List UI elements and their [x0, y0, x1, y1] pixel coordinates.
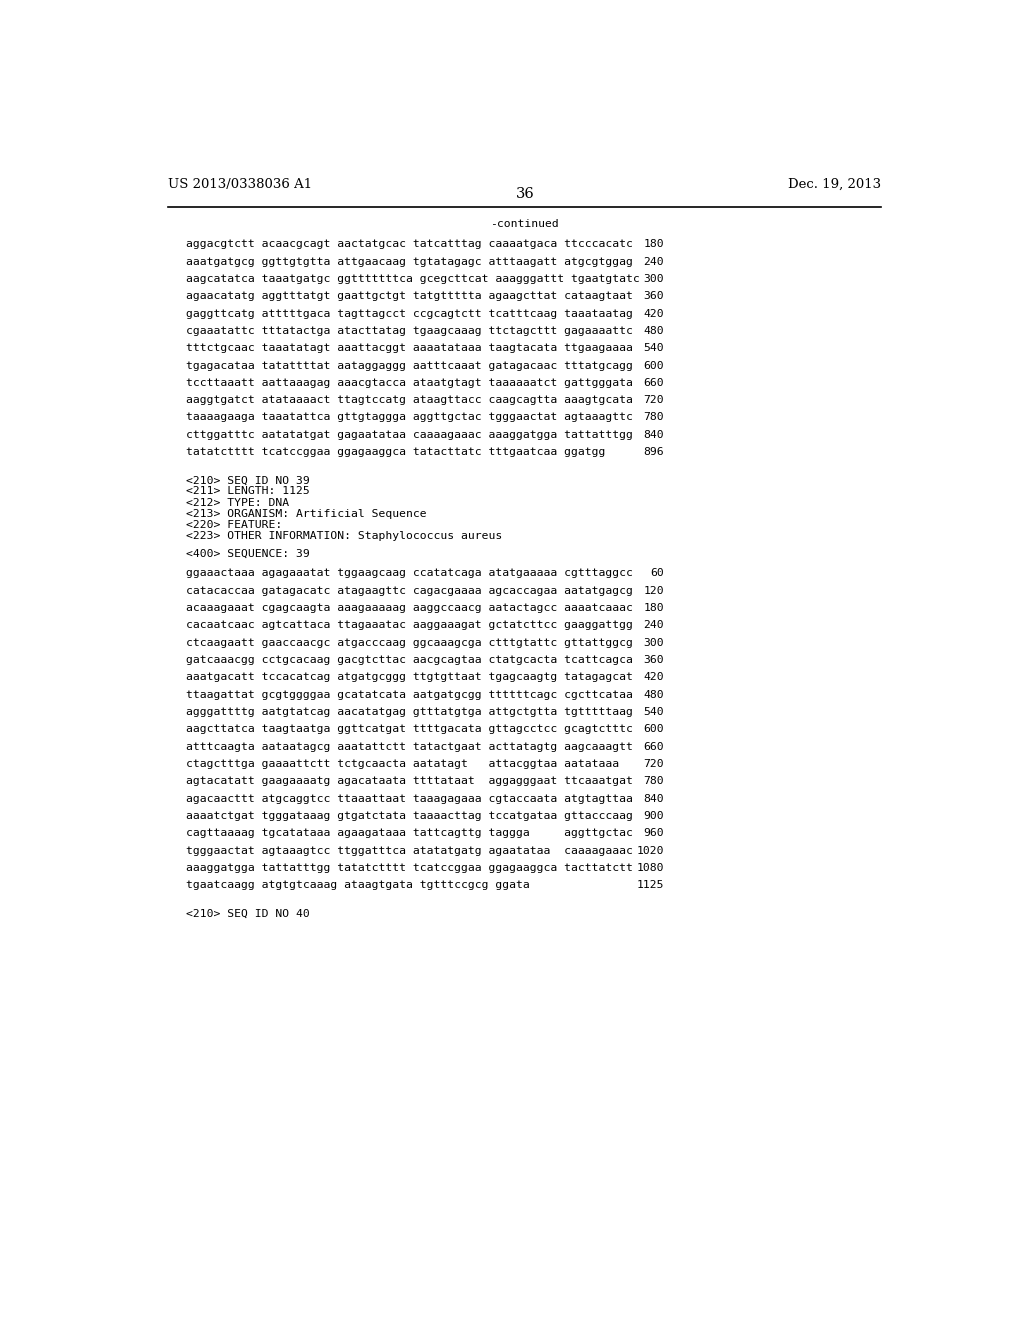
Text: 960: 960	[644, 829, 665, 838]
Text: cagttaaaag tgcatataaa agaagataaa tattcagttg taggga     aggttgctac: cagttaaaag tgcatataaa agaagataaa tattcag…	[186, 829, 633, 838]
Text: Dec. 19, 2013: Dec. 19, 2013	[788, 178, 882, 190]
Text: 360: 360	[644, 292, 665, 301]
Text: cacaatcaac agtcattaca ttagaaatac aaggaaagat gctatcttcc gaaggattgg: cacaatcaac agtcattaca ttagaaatac aaggaaa…	[186, 620, 633, 631]
Text: <210> SEQ ID NO 40: <210> SEQ ID NO 40	[186, 908, 310, 919]
Text: <223> OTHER INFORMATION: Staphylococcus aureus: <223> OTHER INFORMATION: Staphylococcus …	[186, 531, 503, 541]
Text: ctagctttga gaaaattctt tctgcaacta aatatagt   attacggtaa aatataaa: ctagctttga gaaaattctt tctgcaacta aatatag…	[186, 759, 620, 770]
Text: ttaagattat gcgtggggaa gcatatcata aatgatgcgg ttttttcagc cgcttcataa: ttaagattat gcgtggggaa gcatatcata aatgatg…	[186, 689, 633, 700]
Text: 600: 600	[644, 360, 665, 371]
Text: gaggttcatg atttttgaca tagttagcct ccgcagtctt tcatttcaag taaataatag: gaggttcatg atttttgaca tagttagcct ccgcagt…	[186, 309, 633, 318]
Text: US 2013/0338036 A1: US 2013/0338036 A1	[168, 178, 312, 190]
Text: 896: 896	[644, 447, 665, 457]
Text: gatcaaacgg cctgcacaag gacgtcttac aacgcagtaa ctatgcacta tcattcagca: gatcaaacgg cctgcacaag gacgtcttac aacgcag…	[186, 655, 633, 665]
Text: 36: 36	[515, 187, 535, 201]
Text: agggattttg aatgtatcag aacatatgag gtttatgtga attgctgtta tgtttttaag: agggattttg aatgtatcag aacatatgag gtttatg…	[186, 708, 633, 717]
Text: tatatctttt tcatccggaa ggagaaggca tatacttatc tttgaatcaa ggatgg: tatatctttt tcatccggaa ggagaaggca tatactt…	[186, 447, 605, 457]
Text: <213> ORGANISM: Artificial Sequence: <213> ORGANISM: Artificial Sequence	[186, 508, 427, 519]
Text: catacaccaa gatagacatc atagaagttc cagacgaaaa agcaccagaa aatatgagcg: catacaccaa gatagacatc atagaagttc cagacga…	[186, 586, 633, 595]
Text: agtacatatt gaagaaaatg agacataata ttttataat  aggagggaat ttcaaatgat: agtacatatt gaagaaaatg agacataata ttttata…	[186, 776, 633, 787]
Text: tccttaaatt aattaaagag aaacgtacca ataatgtagt taaaaaatct gattgggata: tccttaaatt aattaaagag aaacgtacca ataatgt…	[186, 378, 633, 388]
Text: tgaatcaagg atgtgtcaaag ataagtgata tgtttccgcg ggata: tgaatcaagg atgtgtcaaag ataagtgata tgtttc…	[186, 880, 529, 890]
Text: 780: 780	[644, 412, 665, 422]
Text: 840: 840	[644, 430, 665, 440]
Text: 540: 540	[644, 708, 665, 717]
Text: aaaatctgat tgggataaag gtgatctata taaaacttag tccatgataa gttacccaag: aaaatctgat tgggataaag gtgatctata taaaact…	[186, 810, 633, 821]
Text: 1125: 1125	[637, 880, 665, 890]
Text: 300: 300	[644, 275, 665, 284]
Text: <211> LENGTH: 1125: <211> LENGTH: 1125	[186, 487, 310, 496]
Text: cgaaatattc tttatactga atacttatag tgaagcaaag ttctagcttt gagaaaattc: cgaaatattc tttatactga atacttatag tgaagca…	[186, 326, 633, 335]
Text: aaatgatgcg ggttgtgtta attgaacaag tgtatagagc atttaagatt atgcgtggag: aaatgatgcg ggttgtgtta attgaacaag tgtatag…	[186, 256, 633, 267]
Text: 780: 780	[644, 776, 665, 787]
Text: tgggaactat agtaaagtcc ttggatttca atatatgatg agaatataa  caaaagaaac: tgggaactat agtaaagtcc ttggatttca atatatg…	[186, 846, 633, 855]
Text: 1020: 1020	[637, 846, 665, 855]
Text: taaaagaaga taaatattca gttgtaggga aggttgctac tgggaactat agtaaagttc: taaaagaaga taaatattca gttgtaggga aggttgc…	[186, 412, 633, 422]
Text: 1080: 1080	[637, 863, 665, 873]
Text: 600: 600	[644, 725, 665, 734]
Text: aaaggatgga tattatttgg tatatctttt tcatccggaa ggagaaggca tacttatctt: aaaggatgga tattatttgg tatatctttt tcatccg…	[186, 863, 633, 873]
Text: 720: 720	[644, 395, 665, 405]
Text: 300: 300	[644, 638, 665, 648]
Text: 420: 420	[644, 672, 665, 682]
Text: 60: 60	[650, 569, 665, 578]
Text: 480: 480	[644, 689, 665, 700]
Text: 720: 720	[644, 759, 665, 770]
Text: tttctgcaac taaatatagt aaattacggt aaaatataaa taagtacata ttgaagaaaa: tttctgcaac taaatatagt aaattacggt aaaatat…	[186, 343, 633, 354]
Text: 360: 360	[644, 655, 665, 665]
Text: aagcatatca taaatgatgc ggtttttttca gcegcttcat aaagggattt tgaatgtatc: aagcatatca taaatgatgc ggtttttttca gcegct…	[186, 275, 640, 284]
Text: cttggatttc aatatatgat gagaatataa caaaagaaac aaaggatgga tattatttgg: cttggatttc aatatatgat gagaatataa caaaaga…	[186, 430, 633, 440]
Text: aaatgacatt tccacatcag atgatgcggg ttgtgttaat tgagcaagtg tatagagcat: aaatgacatt tccacatcag atgatgcggg ttgtgtt…	[186, 672, 633, 682]
Text: 420: 420	[644, 309, 665, 318]
Text: ctcaagaatt gaaccaacgc atgacccaag ggcaaagcga ctttgtattc gttattggcg: ctcaagaatt gaaccaacgc atgacccaag ggcaaag…	[186, 638, 633, 648]
Text: 660: 660	[644, 742, 665, 751]
Text: <220> FEATURE:: <220> FEATURE:	[186, 520, 283, 529]
Text: 540: 540	[644, 343, 665, 354]
Text: ggaaactaaa agagaaatat tggaagcaag ccatatcaga atatgaaaaa cgtttaggcc: ggaaactaaa agagaaatat tggaagcaag ccatatc…	[186, 569, 633, 578]
Text: 240: 240	[644, 620, 665, 631]
Text: 240: 240	[644, 256, 665, 267]
Text: aagcttatca taagtaatga ggttcatgat ttttgacata gttagcctcc gcagtctttc: aagcttatca taagtaatga ggttcatgat ttttgac…	[186, 725, 633, 734]
Text: 660: 660	[644, 378, 665, 388]
Text: agacaacttt atgcaggtcc ttaaattaat taaagagaaa cgtaccaata atgtagttaa: agacaacttt atgcaggtcc ttaaattaat taaagag…	[186, 793, 633, 804]
Text: tgagacataa tatattttat aataggaggg aatttcaaat gatagacaac tttatgcagg: tgagacataa tatattttat aataggaggg aatttca…	[186, 360, 633, 371]
Text: 480: 480	[644, 326, 665, 335]
Text: atttcaagta aataatagcg aaatattctt tatactgaat acttatagtg aagcaaagtt: atttcaagta aataatagcg aaatattctt tatactg…	[186, 742, 633, 751]
Text: 180: 180	[644, 239, 665, 249]
Text: aggacgtctt acaacgcagt aactatgcac tatcatttag caaaatgaca ttcccacatc: aggacgtctt acaacgcagt aactatgcac tatcatt…	[186, 239, 633, 249]
Text: acaaagaaat cgagcaagta aaagaaaaag aaggccaacg aatactagcc aaaatcaaac: acaaagaaat cgagcaagta aaagaaaaag aaggcca…	[186, 603, 633, 612]
Text: agaacatatg aggtttatgt gaattgctgt tatgttttta agaagcttat cataagtaat: agaacatatg aggtttatgt gaattgctgt tatgttt…	[186, 292, 633, 301]
Text: aaggtgatct atataaaact ttagtccatg ataagttacc caagcagtta aaagtgcata: aaggtgatct atataaaact ttagtccatg ataagtt…	[186, 395, 633, 405]
Text: <212> TYPE: DNA: <212> TYPE: DNA	[186, 498, 289, 508]
Text: 180: 180	[644, 603, 665, 612]
Text: -continued: -continued	[490, 219, 559, 230]
Text: <210> SEQ ID NO 39: <210> SEQ ID NO 39	[186, 475, 310, 486]
Text: <400> SEQUENCE: 39: <400> SEQUENCE: 39	[186, 548, 310, 558]
Text: 840: 840	[644, 793, 665, 804]
Text: 900: 900	[644, 810, 665, 821]
Text: 120: 120	[644, 586, 665, 595]
